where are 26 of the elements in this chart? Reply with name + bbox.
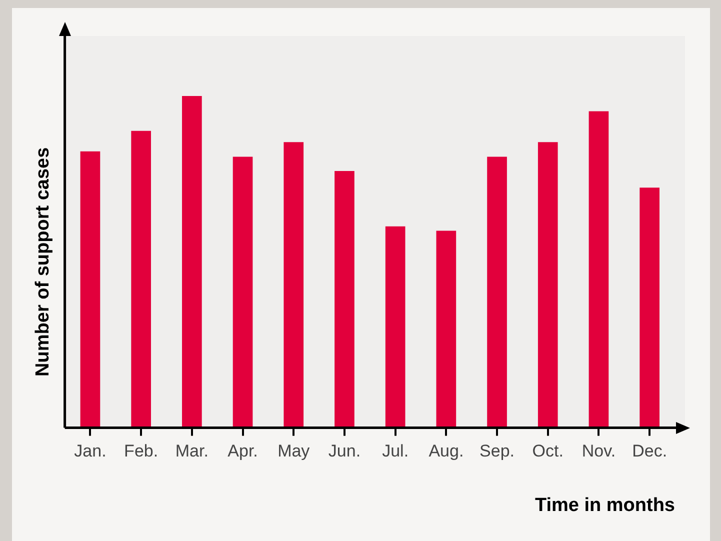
bar (640, 188, 660, 428)
x-tick-label: Sep. (480, 442, 515, 461)
bar (487, 156, 507, 428)
x-tick-label: Apr. (228, 442, 258, 461)
bar (232, 156, 253, 428)
x-tick-label: May (278, 442, 310, 461)
x-tick-label: Oct. (532, 442, 564, 461)
y-axis-title: Number of support cases (32, 147, 54, 376)
bar (538, 142, 558, 428)
x-tick-label: Aug. (428, 442, 464, 461)
x-tick-label: Jan. (74, 442, 106, 461)
x-axis-title: Time in months (534, 494, 675, 516)
x-tick-label: Dec. (632, 442, 668, 461)
bar (80, 151, 100, 428)
bar (182, 96, 202, 428)
bar (436, 230, 456, 428)
bar (131, 130, 151, 428)
x-tick-label: Feb. (124, 442, 158, 461)
bar (385, 226, 406, 428)
bar (284, 142, 304, 428)
x-tick-label: Jun. (328, 442, 361, 461)
x-tick-label: Nov. (582, 442, 616, 461)
bar (588, 111, 609, 428)
x-tick-label: Jul. (382, 442, 409, 461)
x-tick-label: Mar. (175, 442, 208, 461)
bar (334, 170, 354, 428)
